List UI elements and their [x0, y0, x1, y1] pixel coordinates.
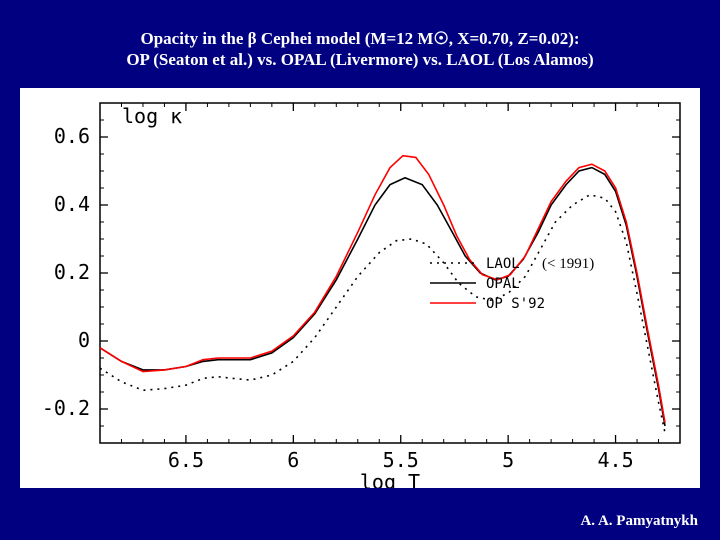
svg-text:-0.2: -0.2	[42, 396, 90, 420]
svg-text:log T: log T	[360, 470, 420, 488]
svg-text:log κ: log κ	[122, 104, 182, 128]
chart-container: 6.5 6 5.5 5 4.5 -0.2 0 0.2 0.4 0.6 log T log κ LAOL (…	[20, 88, 700, 488]
svg-text:(< 1991): (< 1991)	[542, 256, 594, 272]
title-line-2: OP (Seaton et al.) vs. OPAL (Livermore) …	[0, 49, 720, 70]
author-footer: A. A. Pamyatnykh	[580, 513, 698, 530]
svg-text:OPAL: OPAL	[486, 276, 520, 292]
chart-title: Opacity in the β Cephei model (M=12 M☉, …	[0, 0, 720, 71]
svg-text:0.2: 0.2	[54, 260, 90, 284]
title-line-1: Opacity in the β Cephei model (M=12 M☉, …	[0, 28, 720, 49]
svg-text:5.5: 5.5	[383, 448, 419, 472]
opacity-chart: 6.5 6 5.5 5 4.5 -0.2 0 0.2 0.4 0.6 log T log κ LAOL (…	[20, 88, 700, 488]
svg-text:0: 0	[78, 328, 90, 352]
svg-text:LAOL: LAOL	[486, 256, 520, 272]
svg-text:0.6: 0.6	[54, 124, 90, 148]
svg-text:OP S'92: OP S'92	[486, 296, 545, 312]
svg-text:6.5: 6.5	[168, 448, 204, 472]
svg-text:0.4: 0.4	[54, 192, 90, 216]
svg-text:5: 5	[502, 448, 514, 472]
svg-text:4.5: 4.5	[597, 448, 633, 472]
svg-text:6: 6	[287, 448, 299, 472]
